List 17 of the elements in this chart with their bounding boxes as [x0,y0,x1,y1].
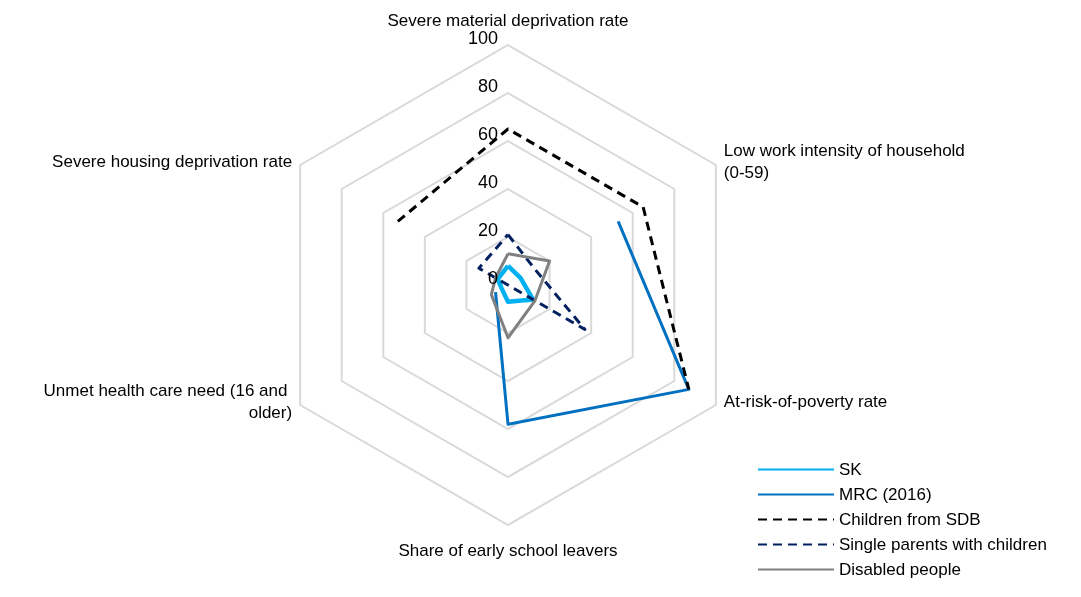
y-tick-label: 100 [467,28,498,48]
spoke-label: At-risk-of-poverty rate [723,391,888,411]
spoke-label: Share of early school leavers [398,540,618,560]
spoke-label: Severe housing deprivation rate [52,151,293,171]
spoke-label: Unmet health care need (16 and older) [43,380,293,422]
y-tick-label: 0 [487,268,498,288]
spoke-label: Severe material deprivation rate [387,10,629,30]
y-tick-label: 60 [477,124,498,144]
legend-label: SK [839,460,863,479]
legend-label: Disabled people [839,560,961,579]
legend-label: Single parents with children [839,535,1047,554]
y-tick-label: 40 [477,172,498,192]
legend-label: Children from SDB [839,510,981,529]
legend-label: MRC (2016) [839,485,932,504]
y-tick-label: 80 [477,76,498,96]
y-tick-label: 20 [477,220,498,240]
spoke-label: Low work intensity of household (0-59) [723,140,970,182]
